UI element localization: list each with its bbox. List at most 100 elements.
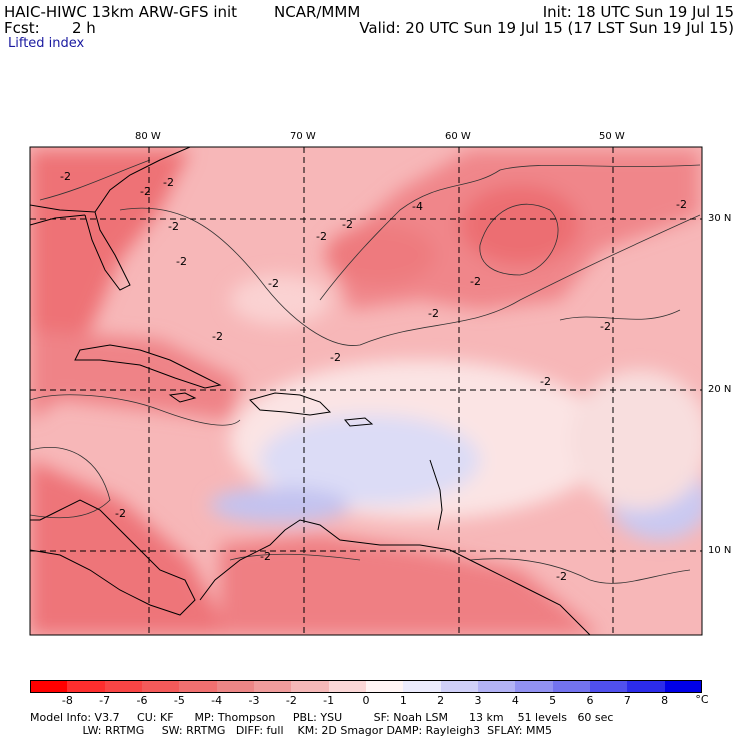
contour-label: -2 bbox=[60, 170, 71, 183]
legend-swatch bbox=[515, 680, 554, 693]
contour-line bbox=[229, 553, 361, 561]
legend-tick-label: -3 bbox=[248, 694, 260, 707]
field-neg-south-america bbox=[220, 535, 600, 635]
field-neg-cuba bbox=[30, 330, 240, 420]
legend-tick-label: 1 bbox=[399, 694, 407, 707]
legend-swatch bbox=[142, 680, 180, 693]
field-pos-caribbean bbox=[260, 415, 480, 505]
contour-label: -2 bbox=[428, 307, 439, 320]
coast-florida bbox=[84, 211, 131, 291]
contour-line bbox=[30, 447, 111, 519]
legend-tick-label: 2 bbox=[437, 694, 445, 707]
lon-label-80w: 80 W bbox=[135, 131, 161, 142]
legend-swatch bbox=[552, 680, 591, 693]
legend-swatch bbox=[254, 680, 292, 693]
graticule bbox=[30, 147, 702, 635]
forecast-label: Fcst: bbox=[4, 19, 40, 37]
contour-label: -2 bbox=[470, 275, 481, 288]
field-pos-south bbox=[210, 487, 350, 523]
legend-frame bbox=[30, 680, 702, 693]
coast-lesser-antilles bbox=[429, 459, 443, 531]
legend-tick-label: -8 bbox=[61, 694, 73, 707]
field-name: Lifted index bbox=[8, 36, 85, 51]
lon-label-60w: 60 W bbox=[445, 131, 471, 142]
legend-tick-label: -6 bbox=[136, 694, 148, 707]
legend-tick-label: 4 bbox=[511, 694, 519, 707]
contour-label: -2 bbox=[115, 507, 126, 520]
coast-puerto-rico bbox=[344, 417, 374, 427]
lat-label-10n: 10 N bbox=[708, 545, 732, 556]
field-neg-core-2 bbox=[325, 225, 435, 285]
field-near-zero-west bbox=[230, 275, 330, 325]
contour-line bbox=[469, 558, 691, 584]
legend-swatch bbox=[664, 680, 703, 693]
model-info-line-2: LW: RRTMG SW: RRTMG DIFF: full KM: 2D Sm… bbox=[30, 724, 552, 737]
contour-label: -2 bbox=[342, 218, 353, 231]
legend-tick-label: 3 bbox=[474, 694, 482, 707]
contour-label: -2 bbox=[268, 277, 279, 290]
field-neg-central-america bbox=[30, 460, 230, 635]
forecast-hours: 2 h bbox=[72, 19, 96, 37]
coast-central-america bbox=[30, 499, 196, 616]
init-time: Init: 18 UTC Sun 19 Jul 15 bbox=[542, 3, 734, 21]
legend-swatch bbox=[403, 680, 442, 693]
field-neg-core bbox=[460, 185, 580, 265]
coast-jamaica bbox=[168, 392, 197, 403]
legend-tick-label: 0 bbox=[362, 694, 370, 707]
legend-swatch bbox=[627, 680, 666, 693]
coastlines bbox=[30, 147, 591, 635]
coast-cuba bbox=[74, 344, 222, 389]
legend-swatch bbox=[67, 680, 106, 693]
legend-tick-label: -1 bbox=[323, 694, 335, 707]
field-neg-se-us bbox=[30, 150, 190, 360]
contour-label: -2 bbox=[163, 176, 174, 189]
contour-label: -2 bbox=[330, 351, 341, 364]
contour-lines bbox=[30, 159, 701, 584]
legend-tick-label: -4 bbox=[211, 694, 223, 707]
legend-tick-label: -2 bbox=[285, 694, 297, 707]
valid-time: Valid: 20 UTC Sun 19 Jul 15 (17 LST Sun … bbox=[359, 19, 734, 37]
legend-swatch bbox=[328, 680, 367, 693]
legend-tick-label: -7 bbox=[99, 694, 111, 707]
map-frame bbox=[29, 146, 703, 636]
legend-tick-label: 5 bbox=[549, 694, 557, 707]
legend-tick-label: 7 bbox=[623, 694, 631, 707]
legend-swatch bbox=[30, 680, 68, 693]
coast-us-southeast bbox=[30, 147, 191, 213]
legend-tick-label: -5 bbox=[173, 694, 185, 707]
legend-swatch bbox=[590, 680, 628, 693]
contour-label: -2 bbox=[212, 330, 223, 343]
lon-label-50w: 50 W bbox=[599, 131, 625, 142]
contour-label: -2 bbox=[260, 550, 271, 563]
contour-label: -2 bbox=[168, 220, 179, 233]
legend-tick-label: 6 bbox=[586, 694, 594, 707]
lat-label-20n: 20 N bbox=[708, 384, 732, 395]
organization-label: NCAR/MMM bbox=[274, 3, 361, 21]
lon-label-70w: 70 W bbox=[290, 131, 316, 142]
legend-swatch bbox=[478, 680, 516, 693]
legend-swatch bbox=[440, 680, 479, 693]
contour-line bbox=[30, 394, 241, 426]
contour-label: -2 bbox=[540, 375, 551, 388]
lat-label-30n: 30 N bbox=[708, 213, 732, 224]
contour-label: -2 bbox=[176, 255, 187, 268]
contour-line bbox=[319, 164, 701, 301]
model-info-line-1: Model Info: V3.7 CU: KF MP: Thompson PBL… bbox=[30, 711, 614, 724]
contour-label: -2 bbox=[556, 570, 567, 583]
legend-swatch bbox=[179, 680, 218, 693]
contour-line bbox=[479, 203, 559, 276]
legend-swatch bbox=[366, 680, 404, 693]
coast-hispaniola bbox=[249, 392, 332, 416]
contour-value-labels: -2 -2 -2 -2 -4 -2 -2 -2 -2 -2 -2 -2 -2 -… bbox=[60, 170, 687, 583]
legend-swatch bbox=[291, 680, 330, 693]
model-title: HAIC-HIWC 13km ARW-GFS init bbox=[4, 3, 238, 21]
legend-unit: °C bbox=[695, 693, 709, 706]
contour-line bbox=[119, 207, 701, 346]
legend-tick-label: 8 bbox=[661, 694, 669, 707]
coast-south-america bbox=[199, 519, 591, 635]
contour-label: -4 bbox=[412, 200, 423, 213]
contour-label: -2 bbox=[316, 230, 327, 243]
contour-label: -2 bbox=[140, 185, 151, 198]
contour-line bbox=[559, 309, 681, 321]
